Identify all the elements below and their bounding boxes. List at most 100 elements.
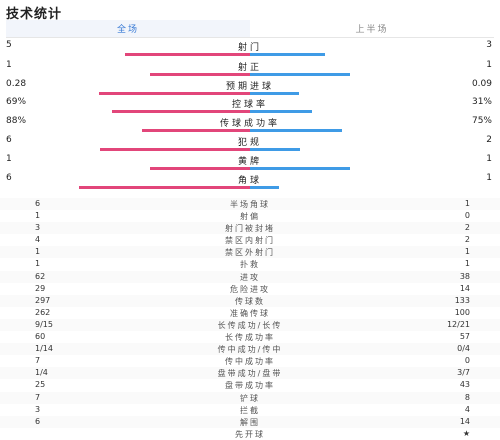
away-value: 31% bbox=[471, 97, 492, 107]
away-value: 43 bbox=[459, 380, 470, 390]
away-value: 75% bbox=[471, 116, 492, 126]
away-bar bbox=[250, 92, 299, 95]
stat-label: 传中成功率 bbox=[225, 357, 275, 367]
home-value: 25 bbox=[35, 380, 46, 390]
home-value: 60 bbox=[35, 332, 46, 342]
tab-first-half[interactable]: 上半场 bbox=[250, 20, 494, 37]
stat-label: 传球成功率 bbox=[219, 119, 280, 129]
away-value: 3/7 bbox=[457, 368, 470, 378]
away-value: 0 bbox=[464, 356, 470, 366]
home-value: 7 bbox=[35, 356, 41, 366]
home-value: 0.28 bbox=[6, 79, 27, 89]
table-row: 6 解围 14 bbox=[0, 415, 500, 428]
bar-stat-row: 69% 控球率 31% bbox=[0, 97, 500, 119]
away-bar bbox=[250, 167, 350, 170]
away-value: 14 bbox=[459, 283, 470, 293]
away-value: 2 bbox=[464, 235, 470, 245]
home-bar bbox=[125, 53, 250, 56]
stats-table: 6 半场角球 1 1 射偏 0 3 射门被封堵 2 4 禁区内射门 2 1 禁区外射门 1 1 扑救 1 62 进攻 3… bbox=[0, 198, 500, 440]
stat-label: 长传成功率 bbox=[225, 333, 275, 343]
stat-label: 角球 bbox=[237, 176, 262, 186]
away-value: 0 bbox=[464, 211, 470, 221]
away-value: 38 bbox=[459, 271, 470, 281]
home-bar bbox=[142, 129, 250, 132]
stat-label: 传中成功/传中 bbox=[217, 345, 283, 355]
away-value: 12/21 bbox=[446, 319, 470, 329]
table-row: 1 扑救 1 bbox=[0, 258, 500, 270]
table-row: 3 拦截 4 bbox=[0, 404, 500, 416]
stat-label: 禁区内射门 bbox=[225, 236, 275, 246]
bar-stat-row: 6 犯规 2 bbox=[0, 135, 500, 157]
stat-label: 黄牌 bbox=[237, 157, 262, 167]
home-value: 297 bbox=[35, 295, 51, 305]
bar-stat-row: 1 黄牌 1 bbox=[0, 154, 500, 176]
home-value: 3 bbox=[35, 404, 41, 414]
bar-stat-row: 88% 传球成功率 75% bbox=[0, 116, 500, 138]
away-bar bbox=[250, 110, 312, 113]
table-row: 60 长传成功率 57 bbox=[0, 331, 500, 343]
away-value: 14 bbox=[459, 416, 470, 426]
home-value: 9/15 bbox=[35, 319, 53, 329]
home-value: 6 bbox=[35, 416, 41, 426]
home-value: 4 bbox=[35, 235, 41, 245]
away-value: 1 bbox=[486, 173, 492, 183]
stat-label: 铲球 bbox=[240, 393, 260, 403]
home-bar bbox=[150, 167, 250, 170]
stat-label: 禁区外射门 bbox=[225, 248, 275, 258]
away-bar bbox=[250, 53, 325, 56]
stat-label: 解围 bbox=[240, 417, 260, 427]
table-row: 1/4 盘带成功/盘带 3/7 bbox=[0, 367, 500, 380]
period-tabs: 全场 上半场 bbox=[6, 20, 494, 38]
home-bar bbox=[79, 186, 250, 189]
home-value: 1/14 bbox=[35, 344, 53, 354]
home-bar bbox=[99, 92, 250, 95]
table-row: 9/15 长传成功/长传 12/21 bbox=[0, 318, 500, 332]
home-value: 1 bbox=[35, 247, 41, 257]
away-value: 1 bbox=[464, 199, 470, 208]
home-value: 1 bbox=[35, 259, 41, 269]
home-bar bbox=[112, 110, 250, 113]
away-value: 1 bbox=[464, 259, 470, 269]
stat-label: 射门被封堵 bbox=[225, 224, 275, 234]
home-value: 88% bbox=[6, 116, 27, 126]
stat-label: 射门 bbox=[237, 43, 262, 53]
stat-label: 进攻 bbox=[240, 272, 260, 282]
table-row: 297 传球数 133 bbox=[0, 294, 500, 307]
bar-stat-row: 6 角球 1 bbox=[0, 173, 500, 195]
stat-label: 射正 bbox=[237, 63, 262, 73]
away-value: 1 bbox=[486, 60, 492, 70]
table-row: 3 射门被封堵 2 bbox=[0, 222, 500, 235]
away-value: 1 bbox=[486, 154, 492, 164]
home-value: 262 bbox=[35, 307, 51, 317]
home-value: 29 bbox=[35, 283, 46, 293]
tab-full-match[interactable]: 全场 bbox=[6, 20, 250, 37]
table-row: 62 进攻 38 bbox=[0, 270, 500, 283]
away-value: 4 bbox=[464, 404, 470, 414]
stat-label: 半场角球 bbox=[230, 200, 270, 209]
away-value: 100 bbox=[454, 307, 470, 317]
home-value: 6 bbox=[35, 199, 41, 208]
away-value: 133 bbox=[454, 295, 470, 305]
stat-label: 盘带成功率 bbox=[225, 381, 275, 391]
table-row: 7 铲球 8 bbox=[0, 391, 500, 404]
home-value: 7 bbox=[35, 392, 41, 402]
away-bar bbox=[250, 148, 300, 151]
home-value: 69% bbox=[6, 97, 27, 107]
bar-stat-row: 0.28 预期进球 0.09 bbox=[0, 79, 500, 101]
away-value: 3 bbox=[486, 40, 492, 50]
table-row: 262 准确传球 100 bbox=[0, 307, 500, 319]
stat-label: 先开球 bbox=[235, 429, 265, 439]
page-title: 技术统计 bbox=[6, 7, 63, 22]
away-bar bbox=[250, 73, 350, 76]
away-bar bbox=[250, 129, 342, 132]
table-row: 25 盘带成功率 43 bbox=[0, 379, 500, 391]
home-bar bbox=[150, 73, 250, 76]
home-value: 5 bbox=[6, 40, 12, 50]
stat-label: 传球数 bbox=[235, 296, 265, 306]
home-value: 62 bbox=[35, 271, 46, 281]
stat-label: 长传成功/长传 bbox=[217, 320, 283, 330]
away-value: 2 bbox=[486, 135, 492, 145]
home-value: 6 bbox=[6, 135, 12, 145]
home-value: 1 bbox=[35, 211, 41, 221]
away-value: 2 bbox=[464, 223, 470, 233]
